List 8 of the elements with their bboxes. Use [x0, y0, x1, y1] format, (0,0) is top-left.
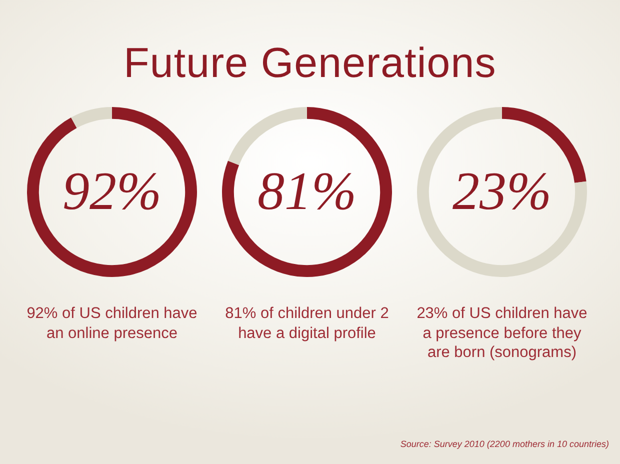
data-label: 81% — [258, 161, 356, 222]
text: Future Generations — [122, 39, 498, 87]
source-note: Source: Survey 2010 (2200 mothers in 10 countries) — [400, 439, 609, 449]
text: 92% of US children have an online presence — [26, 304, 198, 343]
text: 23% of US children have a presence before they are born (sonograms) — [416, 304, 588, 362]
data-label: 92% — [62, 161, 162, 222]
text: 81% of children under 2 have a digital profile — [224, 304, 390, 343]
data-label: 23% — [452, 161, 552, 222]
